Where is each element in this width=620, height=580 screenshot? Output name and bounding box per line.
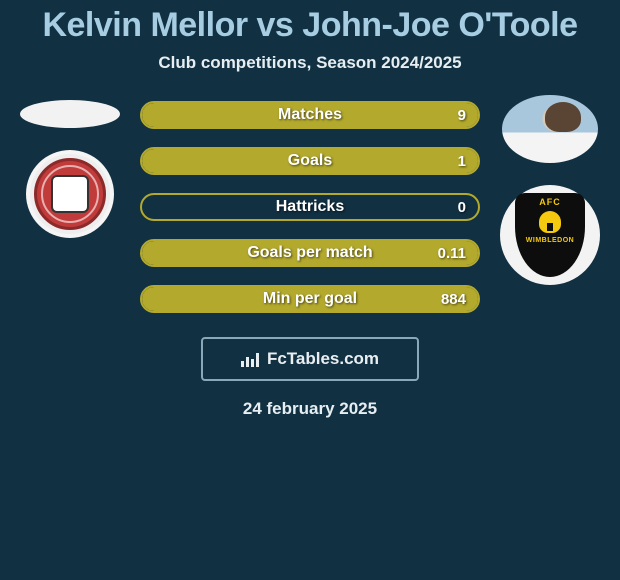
bar-chart-icon: [241, 351, 261, 367]
accrington-stanley-badge-icon: [30, 154, 110, 234]
stat-bar: Min per goal884: [140, 285, 480, 313]
right-column: AFC WIMBLEDON: [500, 95, 600, 285]
afc-wimbledon-badge-icon: AFC WIMBLEDON: [515, 193, 585, 277]
date-line: 24 february 2025: [0, 399, 620, 419]
stat-bar: Goals1: [140, 147, 480, 175]
stat-value: 9: [458, 107, 466, 124]
left-column: [20, 95, 120, 238]
left-player-avatar: [20, 100, 120, 128]
comparison-row: Matches9Goals1Hattricks0Goals per match0…: [0, 95, 620, 313]
left-club-badge: [26, 150, 114, 238]
stat-label: Min per goal: [142, 290, 478, 308]
stats-bars: Matches9Goals1Hattricks0Goals per match0…: [140, 95, 480, 313]
brand-text: FcTables.com: [267, 349, 379, 369]
right-player-avatar: [502, 95, 598, 163]
stat-bar: Goals per match0.11: [140, 239, 480, 267]
stat-value: 1: [458, 153, 466, 170]
stat-value: 0.11: [438, 245, 466, 262]
stat-label: Goals per match: [142, 244, 478, 262]
right-club-badge: AFC WIMBLEDON: [500, 185, 600, 285]
page-title: Kelvin Mellor vs John-Joe O'Toole: [0, 6, 620, 45]
subtitle: Club competitions, Season 2024/2025: [0, 53, 620, 73]
stat-label: Goals: [142, 152, 478, 170]
stat-bar: Hattricks0: [140, 193, 480, 221]
stat-label: Matches: [142, 106, 478, 124]
stat-label: Hattricks: [142, 198, 478, 216]
stat-value: 0: [458, 199, 466, 216]
stat-value: 884: [441, 291, 466, 308]
stat-bar: Matches9: [140, 101, 480, 129]
brand-box[interactable]: FcTables.com: [201, 337, 419, 381]
